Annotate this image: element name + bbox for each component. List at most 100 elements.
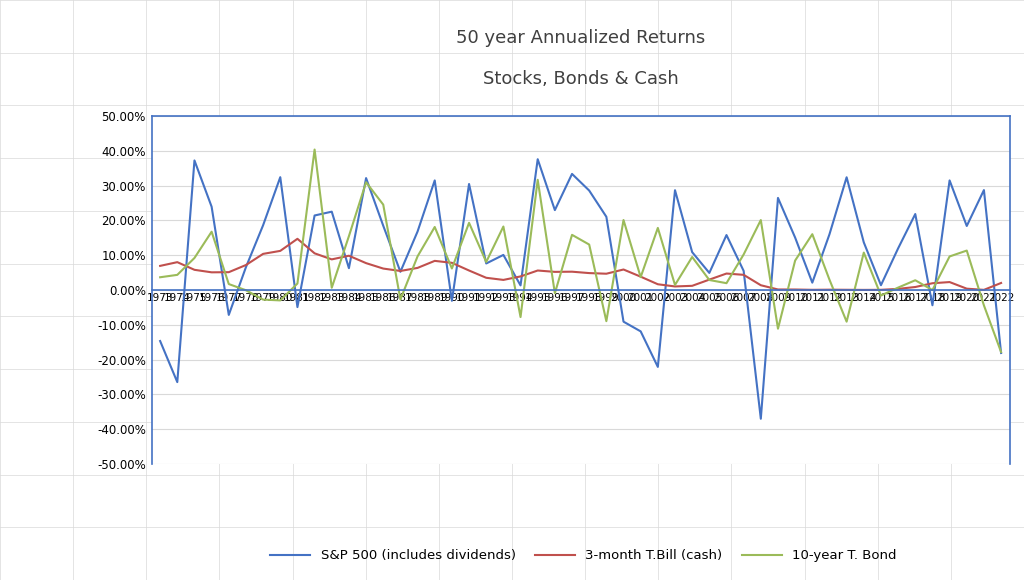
10-year T. Bond: [445, 265, 458, 272]
3-month T.Bill (cash): [463, 267, 475, 274]
3-month T.Bill (cash): [188, 266, 201, 273]
3-month T.Bill (cash): [686, 282, 698, 289]
S&P 500 (includes dividends): [498, 252, 510, 259]
3-month T.Bill (cash): [909, 284, 922, 291]
10-year T. Bond: [686, 253, 698, 260]
10-year T. Bond: [892, 284, 904, 291]
10-year T. Bond: [343, 233, 355, 240]
S&P 500 (includes dividends): [858, 239, 870, 246]
10-year T. Bond: [790, 257, 802, 264]
S&P 500 (includes dividends): [961, 223, 973, 230]
3-month T.Bill (cash): [635, 273, 647, 280]
10-year T. Bond: [583, 241, 595, 248]
3-month T.Bill (cash): [531, 267, 544, 274]
3-month T.Bill (cash): [600, 270, 612, 277]
3-month T.Bill (cash): [892, 285, 904, 292]
S&P 500 (includes dividends): [892, 245, 904, 252]
S&P 500 (includes dividends): [755, 415, 767, 422]
3-month T.Bill (cash): [790, 286, 802, 293]
10-year T. Bond: [360, 179, 373, 186]
3-month T.Bill (cash): [549, 269, 561, 276]
S&P 500 (includes dividends): [326, 208, 338, 215]
S&P 500 (includes dividends): [463, 180, 475, 187]
10-year T. Bond: [498, 223, 510, 230]
S&P 500 (includes dividends): [686, 249, 698, 256]
S&P 500 (includes dividends): [549, 206, 561, 213]
S&P 500 (includes dividends): [617, 318, 630, 325]
S&P 500 (includes dividends): [790, 234, 802, 241]
S&P 500 (includes dividends): [171, 379, 183, 386]
S&P 500 (includes dividends): [772, 194, 784, 201]
3-month T.Bill (cash): [326, 256, 338, 263]
S&P 500 (includes dividends): [531, 156, 544, 163]
10-year T. Bond: [429, 223, 441, 230]
10-year T. Bond: [995, 349, 1008, 356]
S&P 500 (includes dividends): [377, 222, 389, 229]
S&P 500 (includes dividends): [720, 231, 732, 238]
3-month T.Bill (cash): [274, 248, 287, 255]
10-year T. Bond: [823, 276, 836, 283]
3-month T.Bill (cash): [720, 270, 732, 277]
S&P 500 (includes dividends): [394, 269, 407, 276]
3-month T.Bill (cash): [240, 262, 252, 269]
10-year T. Bond: [154, 274, 166, 281]
3-month T.Bill (cash): [394, 267, 407, 274]
10-year T. Bond: [669, 281, 681, 288]
10-year T. Bond: [549, 290, 561, 297]
3-month T.Bill (cash): [480, 274, 493, 281]
3-month T.Bill (cash): [961, 285, 973, 292]
S&P 500 (includes dividends): [943, 177, 955, 184]
10-year T. Bond: [326, 284, 338, 291]
10-year T. Bond: [600, 318, 612, 325]
3-month T.Bill (cash): [206, 269, 218, 276]
10-year T. Bond: [257, 296, 269, 303]
10-year T. Bond: [531, 176, 544, 183]
10-year T. Bond: [909, 277, 922, 284]
3-month T.Bill (cash): [412, 264, 424, 271]
3-month T.Bill (cash): [360, 260, 373, 267]
10-year T. Bond: [566, 231, 579, 238]
3-month T.Bill (cash): [583, 270, 595, 277]
Line: S&P 500 (includes dividends): S&P 500 (includes dividends): [160, 160, 1001, 419]
10-year T. Bond: [737, 251, 750, 258]
S&P 500 (includes dividends): [445, 298, 458, 304]
S&P 500 (includes dividends): [274, 173, 287, 180]
S&P 500 (includes dividends): [257, 222, 269, 229]
10-year T. Bond: [703, 277, 716, 284]
S&P 500 (includes dividends): [566, 171, 579, 177]
S&P 500 (includes dividends): [806, 279, 818, 286]
S&P 500 (includes dividends): [222, 311, 234, 318]
10-year T. Bond: [927, 287, 939, 293]
10-year T. Bond: [772, 325, 784, 332]
S&P 500 (includes dividends): [651, 364, 664, 371]
3-month T.Bill (cash): [927, 280, 939, 287]
10-year T. Bond: [858, 249, 870, 256]
10-year T. Bond: [188, 255, 201, 262]
10-year T. Bond: [806, 231, 818, 238]
S&P 500 (includes dividends): [188, 157, 201, 164]
10-year T. Bond: [308, 146, 321, 153]
3-month T.Bill (cash): [343, 252, 355, 259]
S&P 500 (includes dividends): [909, 211, 922, 218]
S&P 500 (includes dividends): [514, 282, 526, 289]
3-month T.Bill (cash): [377, 265, 389, 272]
3-month T.Bill (cash): [737, 271, 750, 278]
10-year T. Bond: [720, 280, 732, 287]
10-year T. Bond: [240, 287, 252, 293]
3-month T.Bill (cash): [755, 282, 767, 289]
3-month T.Bill (cash): [703, 276, 716, 283]
10-year T. Bond: [635, 274, 647, 281]
3-month T.Bill (cash): [429, 258, 441, 264]
S&P 500 (includes dividends): [874, 282, 887, 289]
10-year T. Bond: [412, 253, 424, 260]
10-year T. Bond: [222, 281, 234, 288]
Text: 50 year Annualized Returns: 50 year Annualized Returns: [456, 29, 706, 47]
S&P 500 (includes dividends): [206, 203, 218, 210]
S&P 500 (includes dividends): [823, 231, 836, 238]
S&P 500 (includes dividends): [154, 338, 166, 345]
S&P 500 (includes dividends): [737, 267, 750, 274]
10-year T. Bond: [651, 224, 664, 231]
3-month T.Bill (cash): [498, 277, 510, 284]
10-year T. Bond: [874, 292, 887, 299]
3-month T.Bill (cash): [617, 266, 630, 273]
